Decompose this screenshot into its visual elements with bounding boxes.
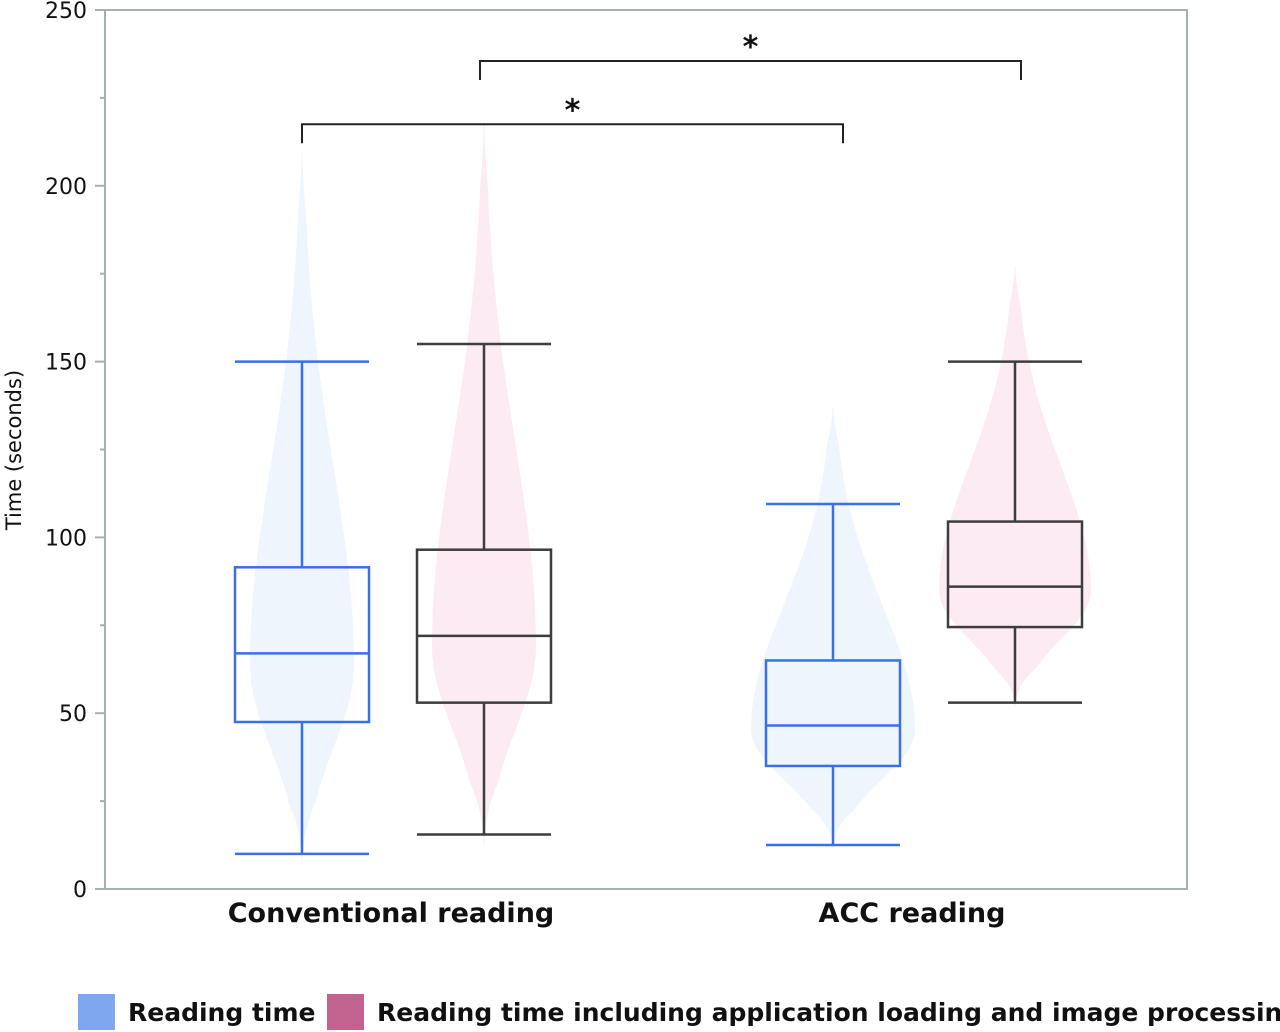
significance-bracket [301,123,844,144]
iqr-box [233,566,371,724]
category-label-conventional: Conventional reading [228,898,555,929]
y-tick-label: 200 [45,175,87,200]
iqr-box [415,548,553,704]
iqr-box [764,659,902,768]
y-tick-label: 150 [45,351,87,376]
y-axis-label: Time (seconds) [2,370,26,531]
legend-swatch-reading-time [78,994,115,1030]
category-label-acc: ACC reading [819,898,1006,929]
significance-star: * [743,30,759,65]
significance-star: * [565,93,581,128]
y-tick-label: 100 [45,526,87,551]
legend-label-reading-time-including-loading: Reading time including application loadi… [377,998,1280,1027]
y-tick-label: 0 [73,878,87,903]
legend-swatch-reading-time-including-loading [327,994,364,1030]
legend-label-reading-time: Reading time [128,998,315,1027]
y-tick-label: 250 [45,0,87,24]
iqr-box [946,520,1084,629]
significance-bracket [479,59,1022,80]
y-tick-label: 50 [59,702,87,727]
